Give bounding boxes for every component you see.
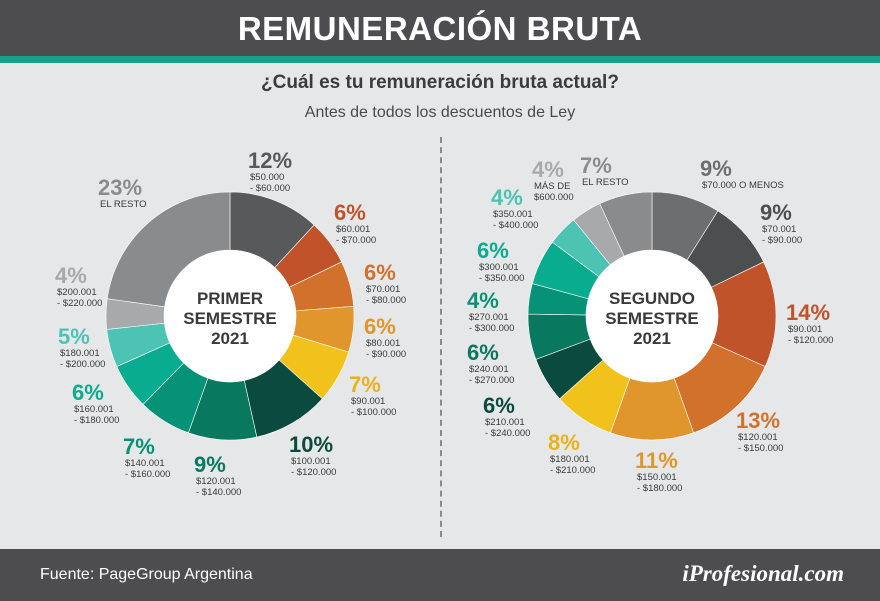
slice-percent-label: 9% — [760, 200, 792, 225]
slice-percent-label: 6% — [364, 314, 396, 339]
source-note: Fuente: PageGroup Argentina — [40, 566, 253, 583]
slice-range-label: $60.001 — [336, 224, 370, 235]
slice-percent-label: 4% — [55, 263, 87, 288]
slice-percent-label: 23% — [98, 175, 142, 200]
slice-range-label: $180.001 — [550, 454, 590, 465]
slice-range-label: - $200.000 — [60, 359, 105, 370]
slice-range-label: $80.001 — [366, 338, 400, 349]
slice-percent-label: 6% — [477, 238, 509, 263]
slice-percent-label: 6% — [72, 380, 104, 405]
dashed-divider — [440, 137, 442, 537]
slice-range-label: $210.001 — [485, 417, 525, 428]
slice-range-label: - $270.000 — [469, 375, 514, 386]
slice-percent-label: 14% — [786, 300, 830, 325]
slice-range-label: $600.000 — [534, 192, 574, 203]
slice-range-label: $90.001 — [351, 396, 385, 407]
slice-range-label: $200.001 — [57, 287, 97, 298]
chart-center-title: PRIMER — [197, 289, 263, 308]
chart-center-title: SEGUNDO — [609, 289, 695, 308]
chart-center-title: SEMESTRE — [605, 309, 699, 328]
slice-range-label: - $100.000 — [351, 407, 396, 418]
slice-range-label: $50.000 — [250, 172, 284, 183]
donut-hole — [586, 250, 718, 382]
slice-range-label: - $220.000 — [57, 298, 102, 309]
header-bar — [0, 0, 880, 56]
slice-percent-label: 7% — [580, 153, 612, 178]
slice-range-label: - $400.000 — [493, 220, 538, 231]
slice-range-label: - $120.000 — [788, 335, 833, 346]
slice-range-label: EL RESTO — [100, 199, 146, 210]
slice-percent-label: 6% — [483, 393, 515, 418]
slice-range-label: - $70.000 — [336, 235, 376, 246]
slice-percent-label: 9% — [700, 156, 732, 181]
slice-range-label: - $80.000 — [366, 295, 406, 306]
chart-center-title: 2021 — [211, 329, 249, 348]
slice-range-label: $240.001 — [469, 364, 509, 375]
slice-percent-label: 9% — [194, 452, 226, 477]
slice-range-label: $150.001 — [637, 472, 677, 483]
slice-range-label: - $90.000 — [366, 349, 406, 360]
slice-percent-label: 4% — [491, 185, 523, 210]
slice-percent-label: 6% — [334, 200, 366, 225]
slice-range-label: $300.001 — [479, 262, 519, 273]
brand-logo: iProfesional.com — [682, 561, 844, 586]
slice-range-label: $140.001 — [125, 458, 165, 469]
slice-range-label: $350.001 — [493, 209, 533, 220]
chart-center-title: SEMESTRE — [183, 309, 277, 328]
slice-range-label: - $120.000 — [291, 467, 336, 478]
slice-range-label: - $210.000 — [550, 465, 595, 476]
slice-range-label: $160.001 — [74, 404, 114, 415]
donut-hole — [164, 250, 296, 382]
slice-percent-label: 5% — [58, 324, 90, 349]
slice-range-label: - $60.000 — [250, 183, 290, 194]
footer-bar — [0, 549, 880, 601]
slice-percent-label: 7% — [123, 434, 155, 459]
slice-range-label: $70.000 O MENOS — [702, 180, 784, 191]
slice-range-label: - $90.000 — [762, 235, 802, 246]
slice-percent-label: 4% — [467, 288, 499, 313]
slice-percent-label: 6% — [467, 340, 499, 365]
slice-percent-label: 6% — [364, 260, 396, 285]
slice-range-label: $90.001 — [788, 324, 822, 335]
slice-range-label: - $140.000 — [196, 487, 241, 498]
slice-range-label: $270.001 — [469, 312, 509, 323]
slice-percent-label: 8% — [548, 430, 580, 455]
page-title: REMUNERACIÓN BRUTA — [237, 10, 643, 47]
slice-percent-label: 7% — [349, 372, 381, 397]
slice-range-label: - $240.000 — [485, 428, 530, 439]
slice-percent-label: 10% — [289, 432, 333, 457]
slice-range-label: $120.001 — [738, 432, 778, 443]
slice-range-label: $70.001 — [366, 284, 400, 295]
slice-range-label: - $160.000 — [125, 469, 170, 480]
chart-center-title: 2021 — [633, 329, 671, 348]
slice-range-label: - $180.000 — [637, 483, 682, 494]
chart-subtitle: Antes de todos los descuentos de Ley — [304, 104, 576, 121]
slice-range-label: - $350.000 — [479, 273, 524, 284]
slice-range-label: $70.001 — [762, 224, 796, 235]
slice-range-label: MÁS DE — [534, 181, 570, 192]
slice-percent-label: 4% — [532, 157, 564, 182]
slice-range-label: $180.001 — [60, 348, 100, 359]
slice-percent-label: 11% — [635, 448, 678, 473]
slice-range-label: EL RESTO — [582, 177, 628, 188]
slice-percent-label: 12% — [248, 148, 292, 173]
chart-question: ¿Cuál es tu remuneración bruta actual? — [261, 72, 619, 93]
slice-range-label: - $300.000 — [469, 323, 514, 334]
slice-range-label: - $150.000 — [738, 443, 783, 454]
slice-range-label: $100.001 — [291, 456, 331, 467]
header-accent-stripe — [0, 56, 880, 63]
slice-percent-label: 13% — [736, 408, 780, 433]
slice-range-label: - $180.000 — [74, 415, 119, 426]
slice-range-label: $120.001 — [196, 476, 236, 487]
